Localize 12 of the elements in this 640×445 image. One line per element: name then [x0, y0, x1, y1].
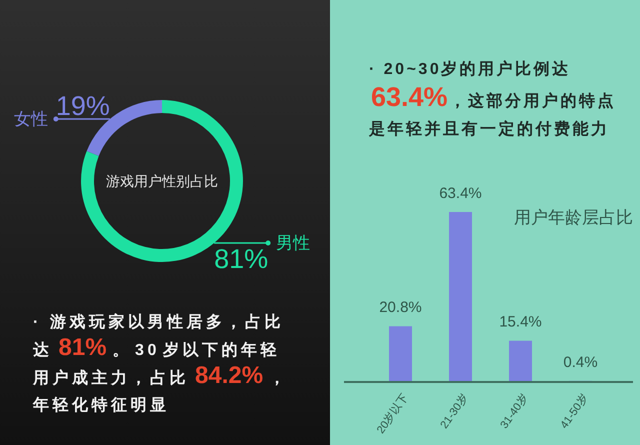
data-label: 0.4%: [563, 354, 598, 371]
slice-label: 女性: [14, 109, 48, 128]
text: · 20~30岁的用户比例达63.4%，这部分用户的特点是年轻并且有一定的付费能力: [369, 61, 616, 138]
data-label: 63.4%: [439, 185, 482, 202]
text: 游戏用户性别占比: [105, 172, 219, 191]
data-label: 20.8%: [379, 299, 422, 316]
x-tick-label: 20岁以下: [374, 391, 411, 436]
data-label: 19%: [56, 90, 110, 121]
data-label: 81%: [214, 244, 268, 274]
legend-label: 男性: [276, 234, 310, 253]
data-label: 15.4%: [499, 314, 542, 331]
chart-title: 用户年龄层占比: [514, 207, 633, 229]
